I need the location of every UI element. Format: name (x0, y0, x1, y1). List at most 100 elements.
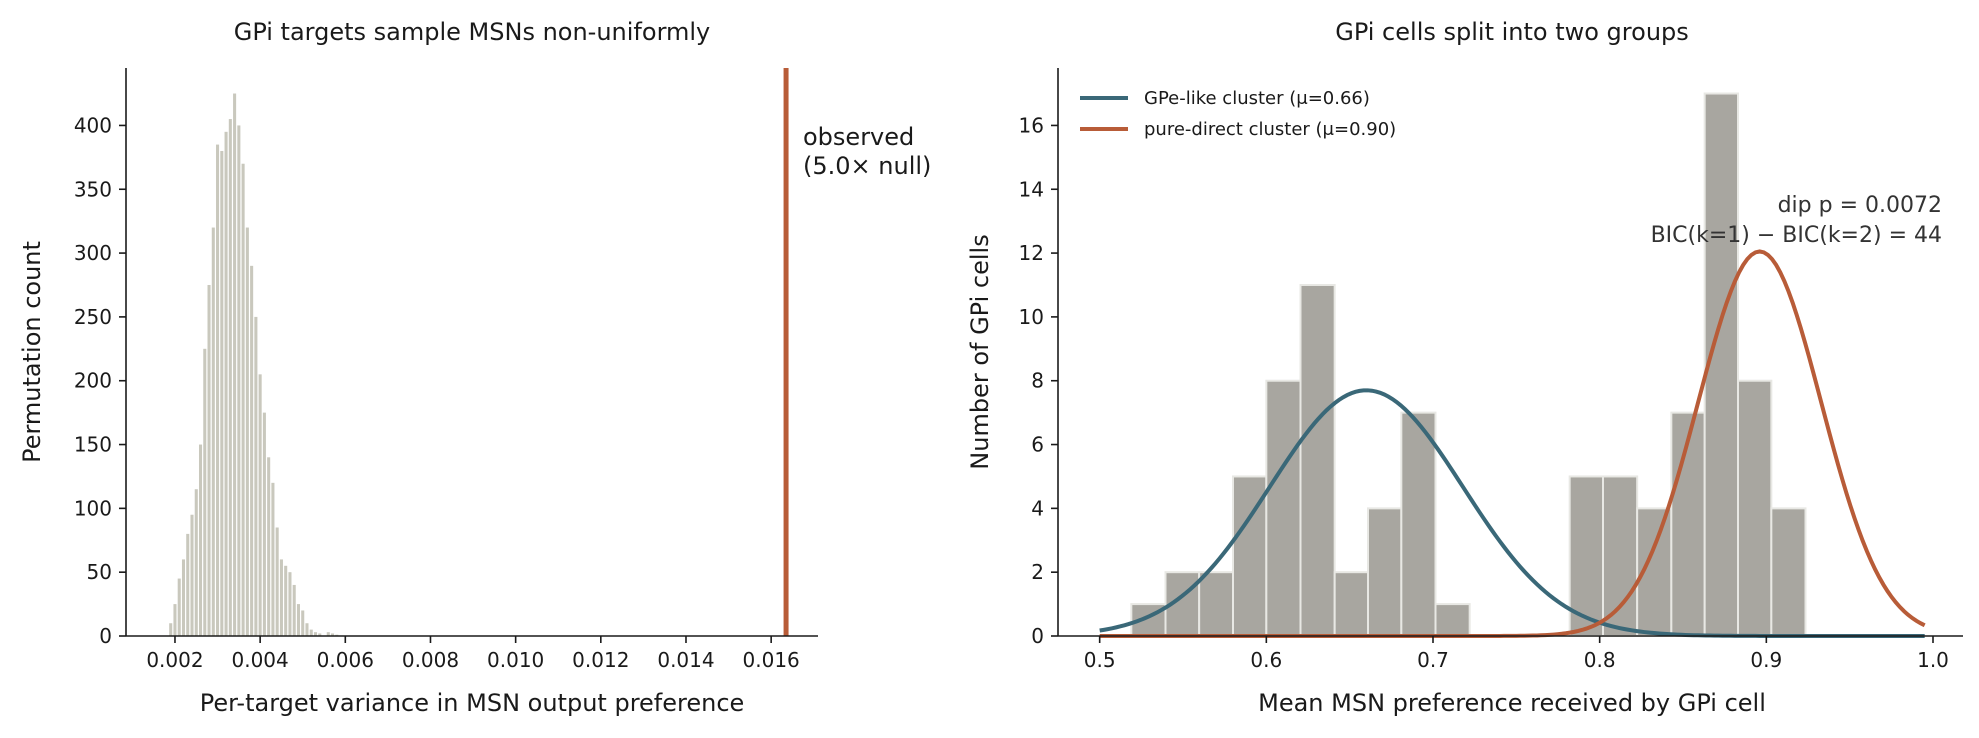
legend: GPe-like cluster (μ=0.66) pure-direct cl… (1080, 88, 1396, 140)
x-tick-label: 0.012 (572, 648, 629, 672)
histogram-bar (1770, 507, 1807, 638)
null-bar (284, 565, 288, 636)
y-tick-label: 50 (87, 560, 112, 584)
y-tick-label: 6 (1031, 433, 1044, 457)
y-tick-label: 0 (99, 624, 112, 648)
null-bar (216, 144, 220, 636)
null-bar (258, 374, 262, 636)
histogram-bar (1333, 571, 1369, 637)
null-bar (224, 131, 228, 636)
null-bar (267, 457, 271, 636)
null-bar (173, 604, 177, 636)
null-bar (313, 632, 318, 636)
y-tick-label: 400 (74, 113, 112, 137)
null-bar (318, 633, 322, 636)
null-bar (169, 623, 173, 636)
bic-annotation: BIC(k=1) − BIC(k=2) = 44 (1651, 223, 1942, 248)
observed-ratio-label: (5.0× null) (803, 152, 931, 180)
dip-test-annotation: dip p = 0.0072 (1778, 193, 1942, 218)
y-tick-label: 8 (1031, 369, 1044, 393)
x-tick-label: 0.008 (402, 648, 459, 672)
null-distribution-bars (169, 93, 339, 637)
left-x-ticks: 0.002 0.004 0.006 0.008 0.010 0.012 0.014 0.016 (146, 636, 800, 672)
y-tick-label: 12 (1019, 241, 1044, 265)
x-tick-label: 0.7 (1417, 648, 1449, 672)
null-bar (305, 623, 309, 636)
histogram-bar (1602, 475, 1639, 637)
null-bar (186, 533, 190, 636)
histogram-bar (1434, 603, 1471, 638)
x-tick-label: 0.006 (317, 648, 374, 672)
null-bar (254, 316, 258, 636)
y-tick-label: 150 (74, 433, 112, 457)
x-tick-label: 1.0 (1917, 648, 1949, 672)
right-y-axis-label: Number of GPi cells (966, 234, 994, 469)
null-bar (207, 284, 211, 636)
y-tick-label: 14 (1019, 177, 1044, 201)
y-tick-label: 350 (74, 177, 112, 201)
y-tick-label: 100 (74, 496, 112, 520)
right-x-ticks: 0.5 0.6 0.7 0.8 0.9 1.0 (1084, 636, 1949, 672)
left-y-ticks: 0 50 100 150 200 250 300 350 400 (74, 113, 126, 648)
x-tick-label: 0.5 (1084, 648, 1116, 672)
histogram-bar (1367, 507, 1403, 638)
null-bar (262, 412, 266, 636)
histogram-bar (1400, 411, 1437, 637)
null-bar (198, 444, 203, 636)
left-chart-panel: GPi targets sample MSNs non-uniformly ob… (18, 18, 931, 717)
right-chart-title: GPi cells split into two groups (1335, 18, 1689, 46)
null-bar (190, 514, 194, 636)
x-tick-label: 0.6 (1250, 648, 1282, 672)
x-tick-label: 0.9 (1750, 648, 1782, 672)
null-bar (271, 482, 275, 636)
null-bar (181, 559, 186, 636)
x-tick-label: 0.004 (232, 648, 289, 672)
null-bar (296, 604, 300, 636)
y-tick-label: 2 (1031, 560, 1044, 584)
y-tick-label: 16 (1019, 113, 1044, 137)
left-x-axis-label: Per-target variance in MSN output prefer… (200, 689, 745, 717)
null-bar (301, 610, 305, 636)
right-chart-panel: GPi cells split into two groups 0.5 0.6 0.… (966, 18, 1963, 717)
null-bar (288, 572, 292, 636)
y-tick-label: 300 (74, 241, 112, 265)
null-bar (241, 163, 245, 636)
null-bar (331, 633, 335, 636)
null-bar (245, 227, 249, 636)
observed-label: observed (803, 123, 914, 151)
legend-label-direct: pure-direct cluster (μ=0.90) (1144, 119, 1396, 140)
null-bar (177, 578, 181, 636)
x-tick-label: 0.002 (146, 648, 203, 672)
null-bar (309, 629, 313, 636)
histogram-bar (1198, 571, 1234, 637)
y-tick-label: 10 (1019, 305, 1044, 329)
left-y-axis-label: Permutation count (18, 241, 46, 463)
y-tick-label: 200 (74, 369, 112, 393)
x-tick-label: 0.016 (743, 648, 800, 672)
null-bar (237, 125, 241, 636)
legend-label-gpe: GPe-like cluster (μ=0.66) (1144, 88, 1370, 109)
y-tick-label: 4 (1031, 496, 1044, 520)
null-bar (194, 489, 198, 636)
histogram-bar (1299, 283, 1336, 637)
x-tick-label: 0.010 (487, 648, 544, 672)
null-bar (326, 632, 330, 636)
y-tick-label: 250 (74, 305, 112, 329)
null-bar (203, 348, 207, 636)
x-tick-label: 0.014 (657, 648, 714, 672)
histogram-bar (1265, 379, 1302, 638)
histogram-bar (1737, 379, 1773, 638)
null-bar (250, 265, 254, 636)
null-bar (292, 584, 296, 636)
null-bar (275, 527, 279, 636)
right-y-ticks: 0 2 4 6 8 10 12 14 16 (1019, 113, 1058, 648)
right-x-axis-label: Mean MSN preference received by GPi cell (1258, 689, 1766, 717)
null-bar (228, 119, 232, 637)
null-bar (220, 150, 224, 636)
left-chart-title: GPi targets sample MSNs non-uniformly (234, 18, 711, 46)
null-bar (279, 559, 283, 636)
x-tick-label: 0.8 (1584, 648, 1616, 672)
y-tick-label: 0 (1031, 624, 1044, 648)
gpi-histogram-bars (1130, 92, 1807, 638)
